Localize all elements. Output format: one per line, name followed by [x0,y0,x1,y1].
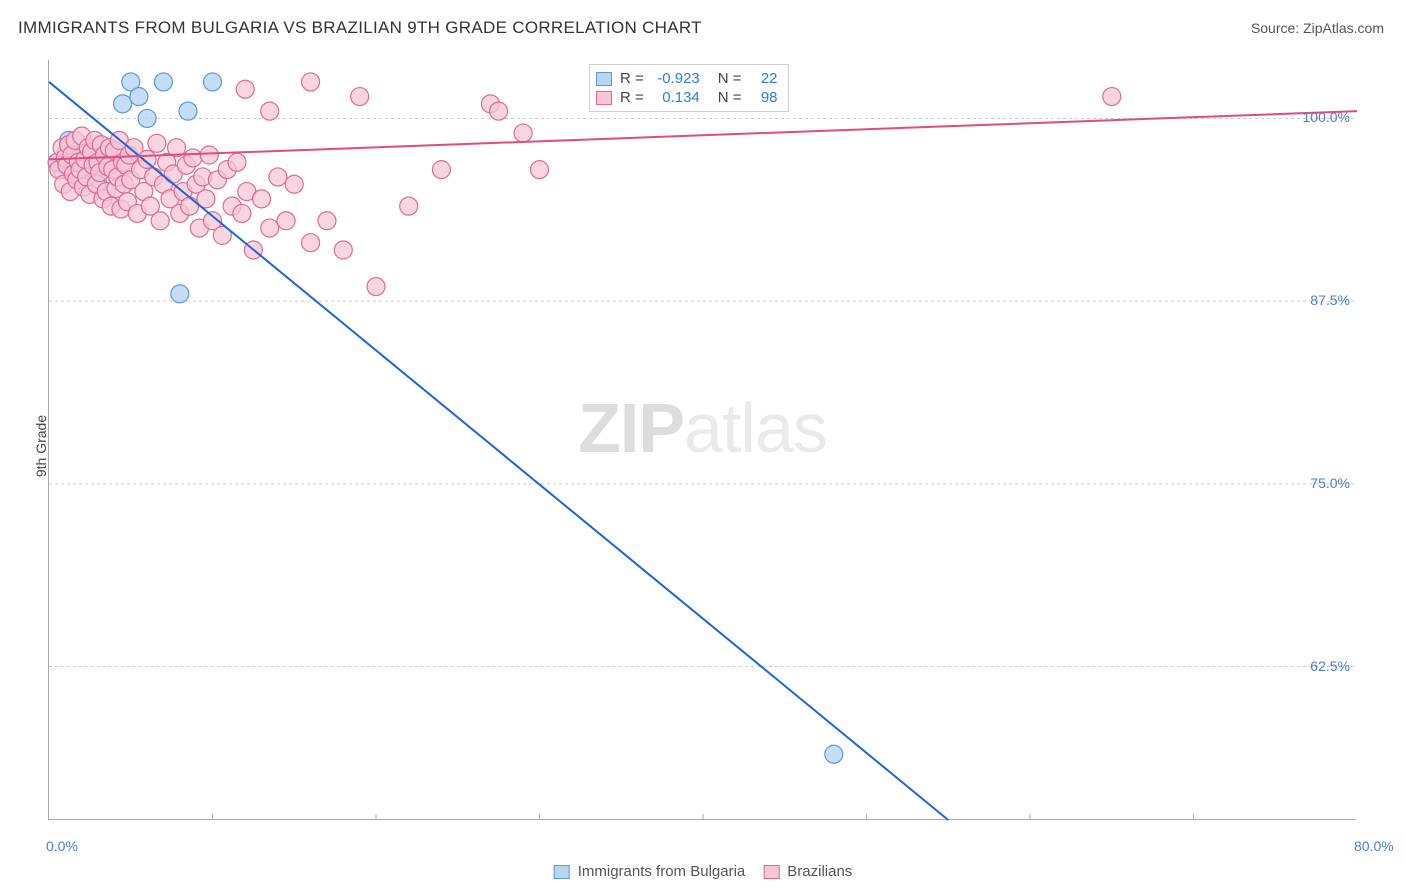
x-tick-label: 0.0% [46,838,78,854]
stat-n-label: N = [718,89,742,106]
source-value: ZipAtlas.com [1303,20,1384,36]
y-tick-label: 100.0% [1290,109,1350,125]
y-axis-label: 9th Grade [33,415,49,477]
legend-label: Brazilians [787,863,852,880]
stat-r-value: 0.134 [652,89,700,106]
plot-area: ZIPatlas R =-0.923N =22R =0.134N =98 62.… [48,60,1356,820]
stat-r-value: -0.923 [652,70,700,87]
bottom-legend: Immigrants from Bulgaria Brazilians [548,861,859,882]
source-label: Source: [1251,20,1299,36]
source-attribution: Source: ZipAtlas.com [1251,20,1384,36]
x-tick-label: 80.0% [1354,838,1394,854]
stats-row-brazilians: R = 0.134 N = 98 [596,88,778,107]
stat-r-label: R = [620,70,644,87]
stat-n-value: 22 [750,70,778,87]
chart-title: IMMIGRANTS FROM BULGARIA VS BRAZILIAN 9T… [18,18,702,38]
y-tick-label: 75.0% [1290,475,1350,491]
stat-n-value: 98 [750,89,778,106]
stats-row-bulgaria: R = -0.923 N = 22 [596,69,778,88]
y-tick-label: 87.5% [1290,292,1350,308]
stat-r-label: R = [620,89,644,106]
legend-item-bulgaria: Immigrants from Bulgaria [554,863,746,880]
legend-swatch [554,865,570,879]
legend-swatch [596,91,612,105]
scatter-svg [49,60,1356,819]
stat-n-label: N = [718,70,742,87]
legend-swatch [763,865,779,879]
legend-swatch [596,72,612,86]
legend-item-brazilians: Brazilians [763,863,852,880]
y-tick-label: 62.5% [1290,658,1350,674]
legend-label: Immigrants from Bulgaria [578,863,746,880]
correlation-stats-box: R = -0.923 N = 22 R = 0.134 N = 98 [589,64,789,112]
